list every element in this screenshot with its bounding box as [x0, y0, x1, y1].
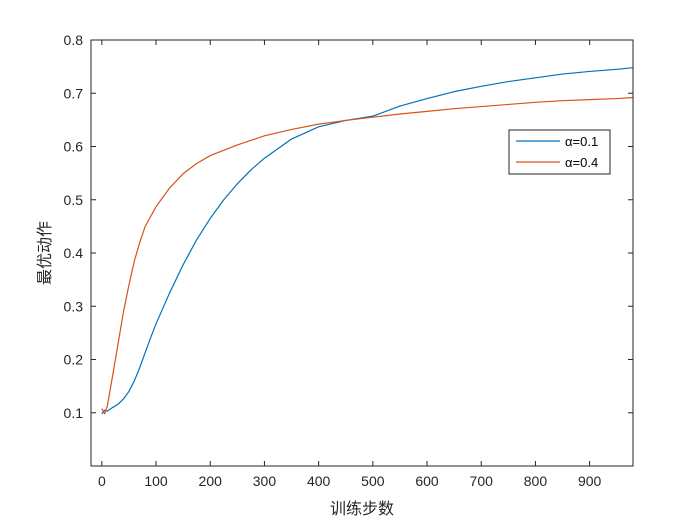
y-tick-label: 0.3	[64, 298, 84, 314]
x-tick-label: 100	[144, 473, 168, 489]
tick-layer: 0 100 200 300 400 500 600 700 800 900 0.1 0.2 0.3 0.4…	[64, 32, 633, 489]
x-tick-label: 900	[578, 473, 602, 489]
legend-label-alpha-0.4: α=0.4	[565, 155, 598, 170]
x-tick-label: 400	[307, 473, 331, 489]
legend: α=0.1 α=0.4	[508, 129, 611, 175]
x-tick-label: 0	[98, 473, 106, 489]
legend-box	[508, 129, 611, 175]
y-tick-label: 0.6	[64, 139, 84, 155]
plot-area	[91, 40, 633, 466]
y-tick-label: 0.4	[64, 245, 84, 261]
y-tick-label: 0.8	[64, 32, 84, 48]
x-tick-label: 600	[415, 473, 439, 489]
x-tick-label: 700	[470, 473, 494, 489]
x-tick-label: 300	[253, 473, 277, 489]
y-axis-label: 最优动作	[35, 221, 54, 285]
y-tick-label: 0.1	[64, 405, 84, 421]
series-line-alpha-0.1	[101, 67, 634, 415]
x-axis-label: 训练步数	[330, 499, 394, 518]
y-tick-label: 0.2	[64, 352, 84, 368]
series-layer	[101, 67, 634, 415]
x-tick-label: 200	[199, 473, 223, 489]
series-line-alpha-0.4	[101, 96, 634, 415]
y-tick-label: 0.5	[64, 192, 84, 208]
x-tick-label: 800	[524, 473, 548, 489]
x-tick-label: 500	[361, 473, 385, 489]
legend-label-alpha-0.1: α=0.1	[565, 134, 598, 149]
y-tick-label: 0.7	[64, 85, 84, 101]
